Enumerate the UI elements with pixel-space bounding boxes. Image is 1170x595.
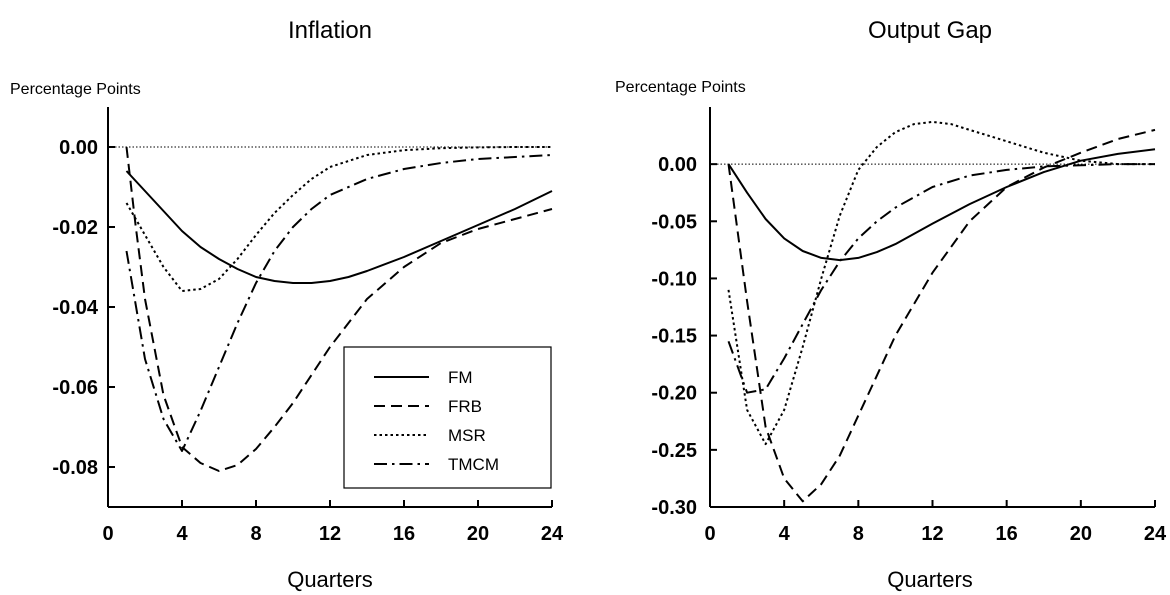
- y-tick-label: -0.04: [52, 297, 98, 319]
- y-tick-label: -0.02: [52, 217, 98, 239]
- y-tick-label: -0.05: [651, 211, 697, 233]
- x-tick-label: 8: [250, 523, 261, 545]
- y-tick-label: 0.00: [658, 154, 697, 176]
- y-tick-label: -0.10: [651, 268, 697, 290]
- series-line-msr: [125, 146, 552, 292]
- x-tick-label: 16: [996, 523, 1018, 545]
- y-tick-label: -0.20: [651, 383, 697, 405]
- chart-title: Inflation: [288, 17, 372, 44]
- x-tick-label: 12: [921, 523, 943, 545]
- series-line-fm: [727, 148, 1156, 262]
- x-tick-label: 24: [1144, 523, 1167, 545]
- output-gap-panel: Output Gap Percentage Points Quarters 0.…: [615, 17, 1167, 592]
- series-line-fm: [125, 170, 553, 284]
- y-tick-label: -0.08: [52, 457, 98, 479]
- chart-title: Output Gap: [868, 17, 992, 44]
- x-tick-label: 20: [1070, 523, 1092, 545]
- series-line-tmcm: [125, 154, 553, 452]
- series-line-tmcm: [727, 163, 1155, 394]
- x-tick-label: 4: [176, 523, 188, 545]
- x-tick-label: 8: [853, 523, 864, 545]
- plot-area: 0.00 -0.05 -0.10 -0.15 -0.20 -0.25 -0.30 0 4 8 12 1…: [651, 107, 1167, 545]
- legend-label: FRB: [448, 397, 482, 416]
- y-tick-label: -0.30: [651, 497, 697, 519]
- x-tick-label: 0: [704, 523, 715, 545]
- inflation-panel: Inflation Percentage Points Quarters 0.0…: [10, 17, 564, 592]
- x-tick-label: 12: [319, 523, 341, 545]
- x-tick-label: 16: [393, 523, 415, 545]
- series-line-msr: [727, 120, 1155, 446]
- series-line-frb: [727, 128, 1156, 503]
- legend-label: FM: [448, 368, 473, 387]
- x-tick-label: 24: [541, 523, 564, 545]
- plot-area: 0.00 -0.02 -0.04 -0.06 -0.08 0 4 8 12 16 20 24 FM FRB…: [52, 107, 564, 545]
- legend-label: MSR: [448, 426, 486, 445]
- y-tick-label: -0.15: [651, 326, 697, 348]
- y-tick-label: 0.00: [59, 137, 98, 159]
- x-tick-label: 0: [102, 523, 113, 545]
- y-axis-label: Percentage Points: [10, 81, 141, 98]
- x-axis-label: Quarters: [887, 567, 973, 592]
- legend: FM FRB MSR TMCM: [343, 346, 552, 489]
- x-axis-label: Quarters: [287, 567, 373, 592]
- x-tick-label: 4: [779, 523, 791, 545]
- y-tick-label: -0.06: [52, 377, 98, 399]
- legend-label: TMCM: [448, 455, 499, 474]
- x-tick-label: 20: [467, 523, 489, 545]
- y-tick-label: -0.25: [651, 440, 697, 462]
- y-axis-label: Percentage Points: [615, 79, 746, 96]
